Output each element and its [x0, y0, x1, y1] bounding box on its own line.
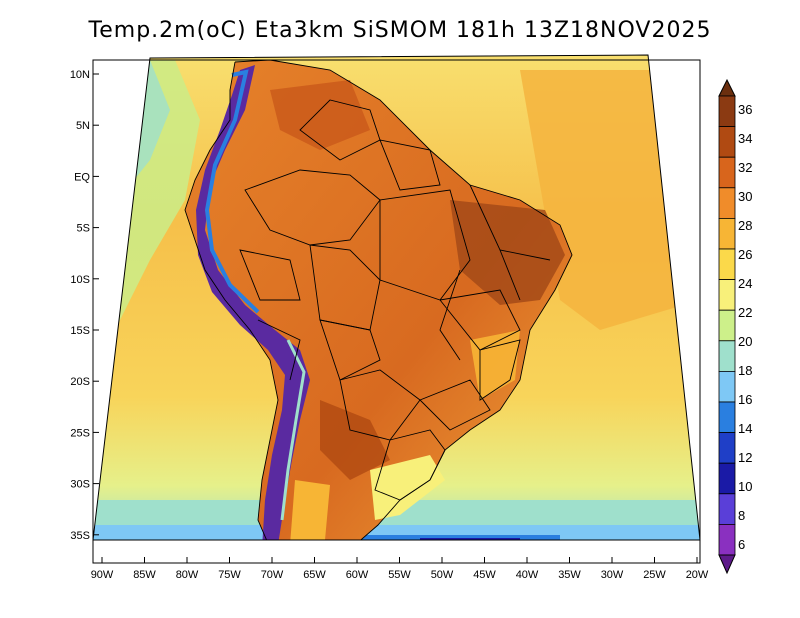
colorbar-label: 28 [738, 218, 752, 233]
plot-axes-box [92, 59, 701, 564]
colorbar-segment [718, 156, 736, 189]
colorbar-segment [718, 95, 736, 128]
lon-label: 65W [303, 569, 326, 581]
colorbar-label: 24 [738, 276, 752, 291]
colorbar-label: 22 [738, 305, 752, 320]
lon-label: 90W [91, 569, 114, 581]
colorbar-label: 6 [738, 537, 745, 552]
colorbar-segment [718, 401, 736, 434]
lat-label: 5S [77, 223, 90, 235]
lat-label: 5N [76, 120, 90, 132]
colorbar-label: 8 [738, 508, 745, 523]
colorbar-label: 16 [738, 392, 752, 407]
lon-label: 40W [516, 569, 539, 581]
colorbar-label: 34 [738, 131, 752, 146]
lon-label: 35W [558, 569, 581, 581]
colorbar-segment [718, 370, 736, 403]
colorbar-label: 32 [738, 160, 752, 175]
lon-label: 55W [388, 569, 411, 581]
colorbar-max-arrow [718, 78, 736, 97]
colorbar-segment [718, 279, 736, 311]
lat-label: 15S [70, 325, 90, 337]
lat-label: 25S [70, 427, 90, 439]
colorbar-label: 18 [738, 363, 752, 378]
lat-label: 10S [70, 274, 90, 286]
colorbar-segment [718, 187, 736, 219]
colorbar: 36 34 32 30 28 26 24 22 20 18 16 14 12 10 8 6 [718, 78, 752, 575]
longitude-axis: 90W 85W 80W 75W 70W 65W 60W 55W 50W 45W 40W 35W 30W 2… [91, 557, 709, 581]
map-title: Temp.2m(oC) Eta3km SiSMOM 181h 13Z18NOV2… [88, 18, 712, 43]
lon-label: 80W [176, 569, 199, 581]
colorbar-min-arrow [718, 554, 736, 575]
lon-label: 50W [431, 569, 454, 581]
political-boundaries [184, 59, 573, 540]
colorbar-segment [718, 248, 736, 281]
colorbar-label: 10 [738, 479, 752, 494]
lon-label: 60W [346, 569, 369, 581]
colorbar-label: 36 [738, 102, 752, 117]
andes-cold-band [196, 65, 310, 540]
colorbar-segment [718, 462, 736, 495]
lon-label: 25W [643, 569, 666, 581]
colorbar-label: 14 [738, 421, 752, 436]
colorbar-segment [718, 432, 736, 464]
lat-label: EQ [74, 171, 90, 183]
colorbar-segment [718, 217, 736, 250]
colorbar-segment [718, 126, 736, 158]
lon-label: 45W [473, 569, 496, 581]
temperature-field [93, 55, 700, 540]
colorbar-label: 26 [738, 247, 752, 262]
colorbar-label: 30 [738, 189, 752, 204]
colorbar-segment [718, 493, 736, 525]
lon-label: 20W [686, 569, 709, 581]
lon-label: 70W [261, 569, 284, 581]
colorbar-segment [718, 309, 736, 342]
lon-label: 75W [218, 569, 241, 581]
lon-label: 30W [601, 569, 624, 581]
lat-label: 35S [70, 530, 90, 542]
colorbar-segment [718, 524, 736, 556]
lat-label: 10N [70, 69, 90, 81]
colorbar-label: 20 [738, 334, 752, 349]
lat-label: 20S [70, 376, 90, 388]
colorbar-segment [718, 340, 736, 372]
latitude-axis: 10N 5N EQ 5S 10S 15S 20S 25S 30S 35S [70, 69, 99, 542]
colorbar-label: 12 [738, 450, 752, 465]
lat-label: 30S [70, 479, 90, 491]
lon-label: 85W [133, 569, 156, 581]
